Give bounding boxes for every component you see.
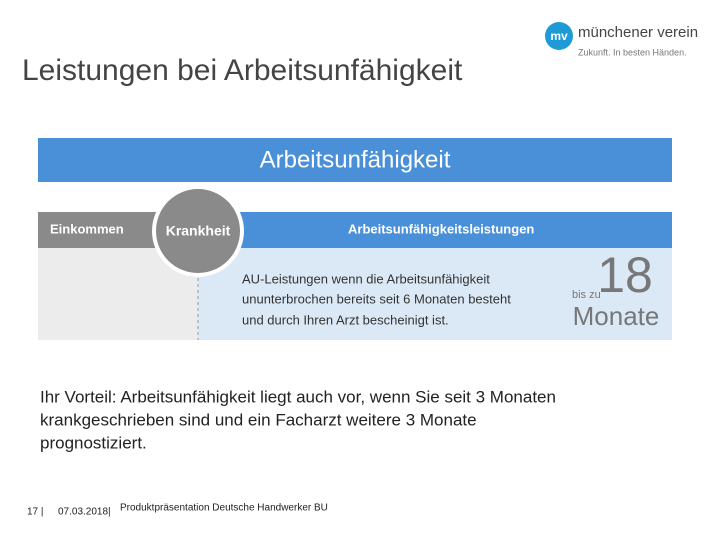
description-line: ununterbrochen bereits seit 6 Monaten be… xyxy=(242,291,511,306)
graphic-title: Arbeitsunfähigkeit xyxy=(260,146,451,173)
logo-mark: mv xyxy=(550,29,568,43)
benefit-bar xyxy=(200,212,672,248)
income-label: Einkommen xyxy=(50,221,124,236)
footer-page: 17 | xyxy=(27,507,44,518)
logo-name: münchener verein xyxy=(578,24,698,41)
body-line: krankgeschrieben sind und ein Facharzt w… xyxy=(40,410,477,429)
income-bar xyxy=(38,212,168,248)
slide-title: Leistungen bei Arbeitsunfähigkeit xyxy=(22,54,463,87)
logo-circle xyxy=(545,22,573,50)
body-line: prognostiziert. xyxy=(40,433,147,452)
footer-date: 07.03.2018| xyxy=(58,507,111,518)
logo-tagline: Zukunft. In besten Händen. xyxy=(578,47,687,57)
illness-circle xyxy=(152,185,244,277)
duration-prefix: bis zu xyxy=(572,289,601,301)
benefit-area xyxy=(198,248,672,340)
duration-number: 18 xyxy=(597,247,653,303)
body-line: Ihr Vorteil: Arbeitsunfähigkeit liegt au… xyxy=(40,387,556,406)
footer-text: Produktpräsentation Deutsche Handwerker … xyxy=(120,503,328,514)
duration-unit: Monate xyxy=(573,301,660,331)
graphic-header xyxy=(38,138,672,182)
description-line: AU-Leistungen wenn die Arbeitsunfähigkei… xyxy=(242,271,490,286)
illness-label: Krankheit xyxy=(166,223,231,239)
description-line: und durch Ihren Arzt bescheinigt ist. xyxy=(242,312,449,327)
benefit-label: Arbeitsunfähigkeitsleistungen xyxy=(348,221,534,236)
